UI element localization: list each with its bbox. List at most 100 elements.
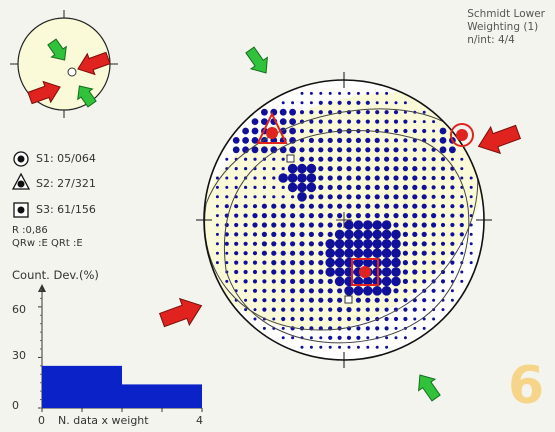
density-dot [381,267,392,277]
panel-number: 6 [508,356,545,416]
density-dot [337,297,343,303]
density-dot [262,185,266,189]
density-dot [234,260,239,265]
density-dot [374,137,380,143]
density-dot [215,261,219,265]
density-dot [393,147,399,153]
density-dot [375,119,380,124]
density-dot [394,336,398,340]
density-dot [422,317,426,321]
density-dot [299,147,305,153]
density-dot [327,288,333,294]
density-dot [318,166,324,172]
density-dot [309,119,314,124]
density-dot [384,175,390,181]
density-dot [337,156,343,162]
density-dot [381,257,392,268]
density-dot [281,195,285,199]
density-dot [281,307,286,312]
legend-symbols [11,151,31,218]
density-dot [366,91,370,95]
density-dot [372,239,383,249]
density-dot [338,91,342,95]
density-dot [469,232,473,236]
density-dot [469,251,473,255]
density-dot [432,129,436,133]
density-dot [440,204,446,209]
density-dot [374,184,380,190]
density-dot [460,195,464,199]
density-dot [431,251,436,256]
density-dot [299,156,305,162]
density-dot [363,257,373,268]
density-dot [271,250,277,256]
density-dot [261,241,267,247]
density-dot [318,194,324,200]
density-dot [422,110,426,114]
density-dot [384,156,390,162]
density-dot [439,137,447,144]
density-dot [280,250,286,256]
density-dot [402,278,408,284]
density-dot [421,250,427,256]
density-dot [355,213,361,219]
density-dot [344,286,354,296]
hist-y-arrow [38,284,46,292]
density-dot [328,335,333,340]
density-dot [308,203,314,209]
density-dot [402,250,408,256]
density-dot [393,156,399,162]
density-dot [422,147,427,152]
density-dot [346,156,352,162]
density-dot [327,278,333,284]
stress-inset [10,10,118,118]
density-dot [412,279,417,284]
density-dot [327,231,333,237]
density-dot [402,203,408,209]
density-dot [353,220,364,230]
density-dot [402,184,408,190]
density-dot [299,222,305,228]
density-dot [381,248,392,258]
density-dot [325,248,336,258]
density-dot [412,250,418,256]
stereonet [158,46,522,402]
density-dot [289,108,296,116]
n-int-label: n/int: 4/4 [467,34,515,46]
density-dot [215,204,219,208]
projection-label: Schmidt Lower [467,8,545,20]
density-dot [365,307,370,312]
density-dot [422,326,426,330]
density-dot [450,232,455,237]
density-dot [215,223,219,227]
density-dot [299,250,305,256]
density-dot [308,260,314,266]
density-dot [422,298,427,303]
density-dot [253,185,257,189]
density-dot [355,147,361,153]
density-dot [403,138,408,143]
density-dot [353,286,364,296]
density-dot [272,157,276,161]
density-dot [244,167,248,171]
density-dot [271,231,277,237]
density-dot [327,147,333,153]
density-dot [243,260,248,265]
density-dot [412,147,417,152]
density-dot [355,203,361,209]
density-dot [280,260,286,266]
density-dot [432,317,436,321]
density-dot [262,269,267,275]
density-dot [253,195,257,199]
density-dot [412,128,417,134]
density-dot [413,326,417,330]
density-dot [328,100,333,105]
density-dot [253,157,257,161]
density-dot [372,229,383,240]
density-dot [346,166,352,172]
density-dot [318,260,324,266]
density-dot [271,203,277,209]
density-dot [412,194,418,200]
density-dot [244,308,248,312]
density-dot [450,222,455,228]
